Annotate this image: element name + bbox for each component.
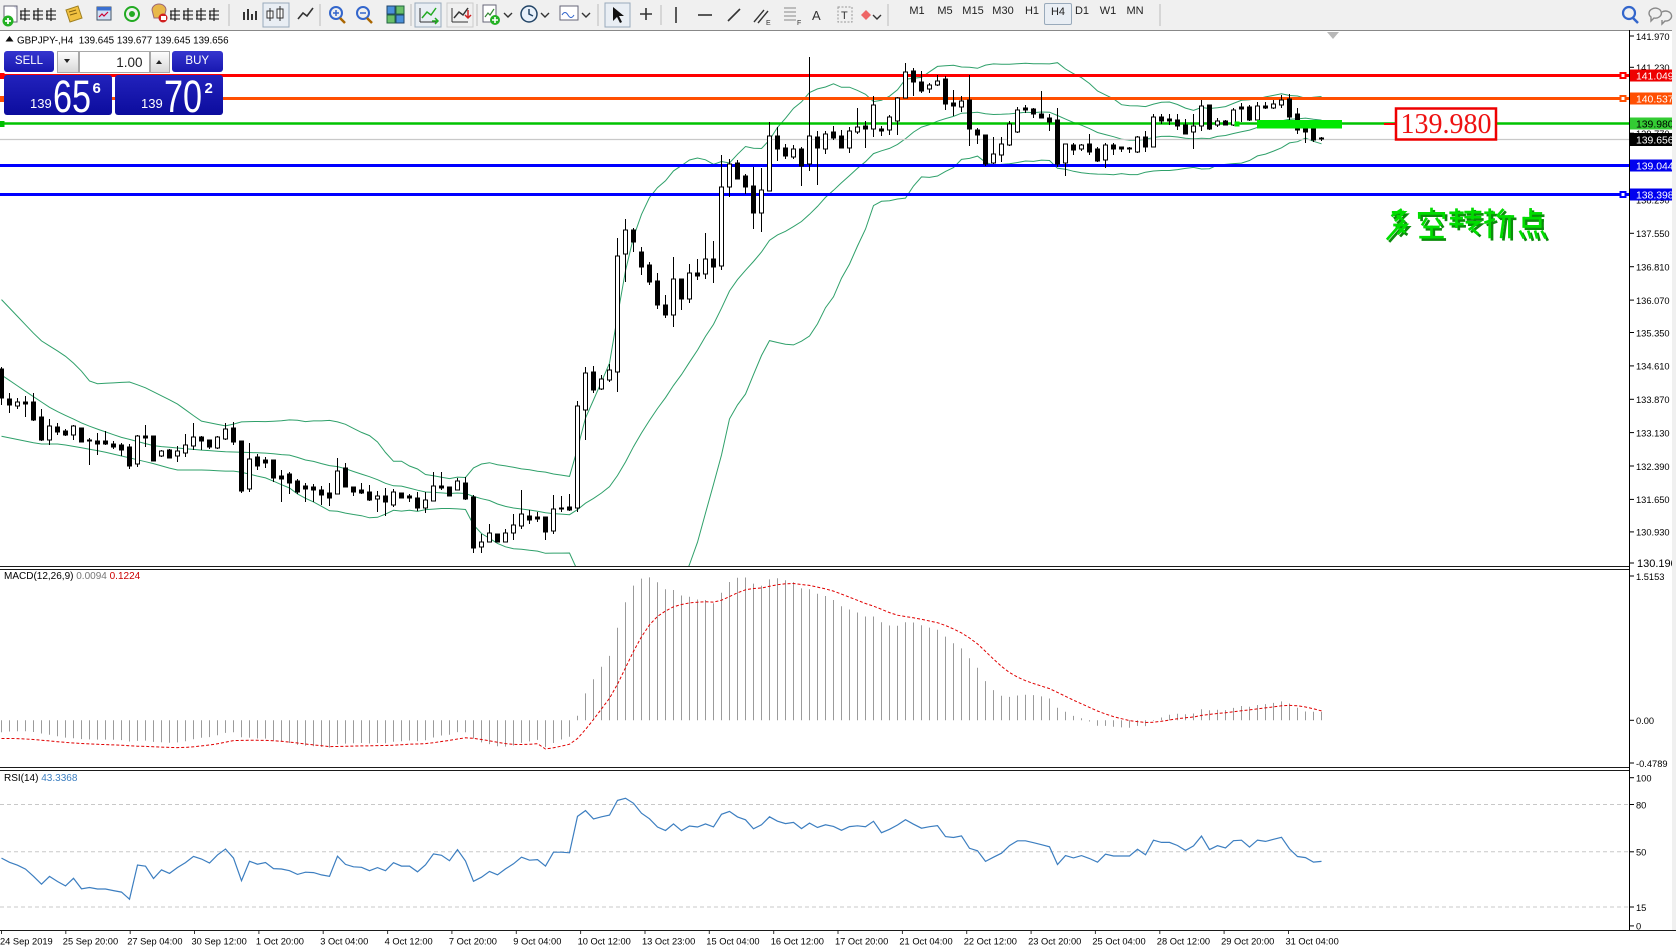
- svg-text:T: T: [841, 10, 848, 22]
- svg-text:MACD(12,26,9) 0.0094 0.1224: MACD(12,26,9) 0.0094 0.1224: [4, 571, 141, 582]
- svg-text:27 Sep 04:00: 27 Sep 04:00: [127, 937, 182, 947]
- svg-text:141.049: 141.049: [1636, 71, 1674, 82]
- svg-text:134.610: 134.610: [1636, 362, 1670, 372]
- svg-text:28 Oct 12:00: 28 Oct 12:00: [1157, 937, 1210, 947]
- svg-text:31 Oct 04:00: 31 Oct 04:00: [1286, 937, 1339, 947]
- svg-text:130.930: 130.930: [1636, 528, 1670, 538]
- svg-text:16 Oct 12:00: 16 Oct 12:00: [771, 937, 824, 947]
- svg-text:139.980: 139.980: [1401, 109, 1492, 140]
- svg-text:29 Oct 20:00: 29 Oct 20:00: [1221, 937, 1274, 947]
- svg-text:9 Oct 04:00: 9 Oct 04:00: [513, 937, 561, 947]
- svg-text:25 Sep 20:00: 25 Sep 20:00: [63, 937, 118, 947]
- svg-text:141.230: 141.230: [1636, 63, 1670, 73]
- svg-text:F: F: [797, 20, 801, 27]
- svg-text:23 Oct 20:00: 23 Oct 20:00: [1028, 937, 1081, 947]
- svg-text:15 Oct 04:00: 15 Oct 04:00: [706, 937, 759, 947]
- svg-text:133.870: 133.870: [1636, 395, 1670, 405]
- svg-text:139.656: 139.656: [1636, 135, 1674, 146]
- svg-text:100: 100: [1636, 774, 1652, 784]
- svg-text:132.390: 132.390: [1636, 462, 1670, 472]
- svg-text:RSI(14) 43.3368: RSI(14) 43.3368: [4, 773, 78, 784]
- svg-text:140.537: 140.537: [1636, 94, 1674, 105]
- svg-text:139.980: 139.980: [1636, 119, 1674, 130]
- svg-text:A: A: [812, 8, 821, 23]
- svg-text:135.350: 135.350: [1636, 328, 1670, 338]
- svg-text:22 Oct 12:00: 22 Oct 12:00: [964, 937, 1017, 947]
- svg-text:130.190: 130.190: [1637, 558, 1676, 570]
- svg-text:1 Oct 20:00: 1 Oct 20:00: [256, 937, 304, 947]
- svg-text:1.5153: 1.5153: [1636, 572, 1664, 582]
- svg-text:17 Oct 20:00: 17 Oct 20:00: [835, 937, 888, 947]
- svg-text:136.070: 136.070: [1636, 296, 1670, 306]
- svg-text:-0.4789: -0.4789: [1636, 759, 1668, 769]
- svg-text:E: E: [766, 20, 771, 27]
- svg-text:25 Oct 04:00: 25 Oct 04:00: [1092, 937, 1145, 947]
- svg-text:80: 80: [1636, 800, 1646, 810]
- svg-text:131.650: 131.650: [1636, 495, 1670, 505]
- svg-text:24 Sep 2019: 24 Sep 2019: [0, 937, 53, 947]
- svg-text:139.044: 139.044: [1636, 161, 1674, 172]
- svg-text:15: 15: [1636, 903, 1646, 913]
- svg-text:21 Oct 04:00: 21 Oct 04:00: [899, 937, 952, 947]
- svg-text:137.550: 137.550: [1636, 229, 1670, 239]
- svg-text:30 Sep 12:00: 30 Sep 12:00: [192, 937, 247, 947]
- svg-text:7 Oct 20:00: 7 Oct 20:00: [449, 937, 497, 947]
- svg-text:10 Oct 12:00: 10 Oct 12:00: [578, 937, 631, 947]
- svg-text:138.398: 138.398: [1636, 190, 1674, 201]
- svg-text:3 Oct 04:00: 3 Oct 04:00: [320, 937, 368, 947]
- svg-text:138.290: 138.290: [1636, 196, 1670, 206]
- svg-text:4 Oct 12:00: 4 Oct 12:00: [385, 937, 433, 947]
- svg-text:50: 50: [1636, 848, 1646, 858]
- svg-text:GBPJPY-,H4 139.645 139.677 13: GBPJPY-,H4 139.645 139.677 139.645 139.6…: [17, 36, 229, 47]
- svg-text:13 Oct 23:00: 13 Oct 23:00: [642, 937, 695, 947]
- svg-text:136.810: 136.810: [1636, 263, 1670, 273]
- svg-text:0.00: 0.00: [1636, 716, 1654, 726]
- svg-text:133.130: 133.130: [1636, 428, 1670, 438]
- svg-text:0: 0: [1636, 922, 1641, 932]
- svg-text:141.970: 141.970: [1636, 32, 1670, 42]
